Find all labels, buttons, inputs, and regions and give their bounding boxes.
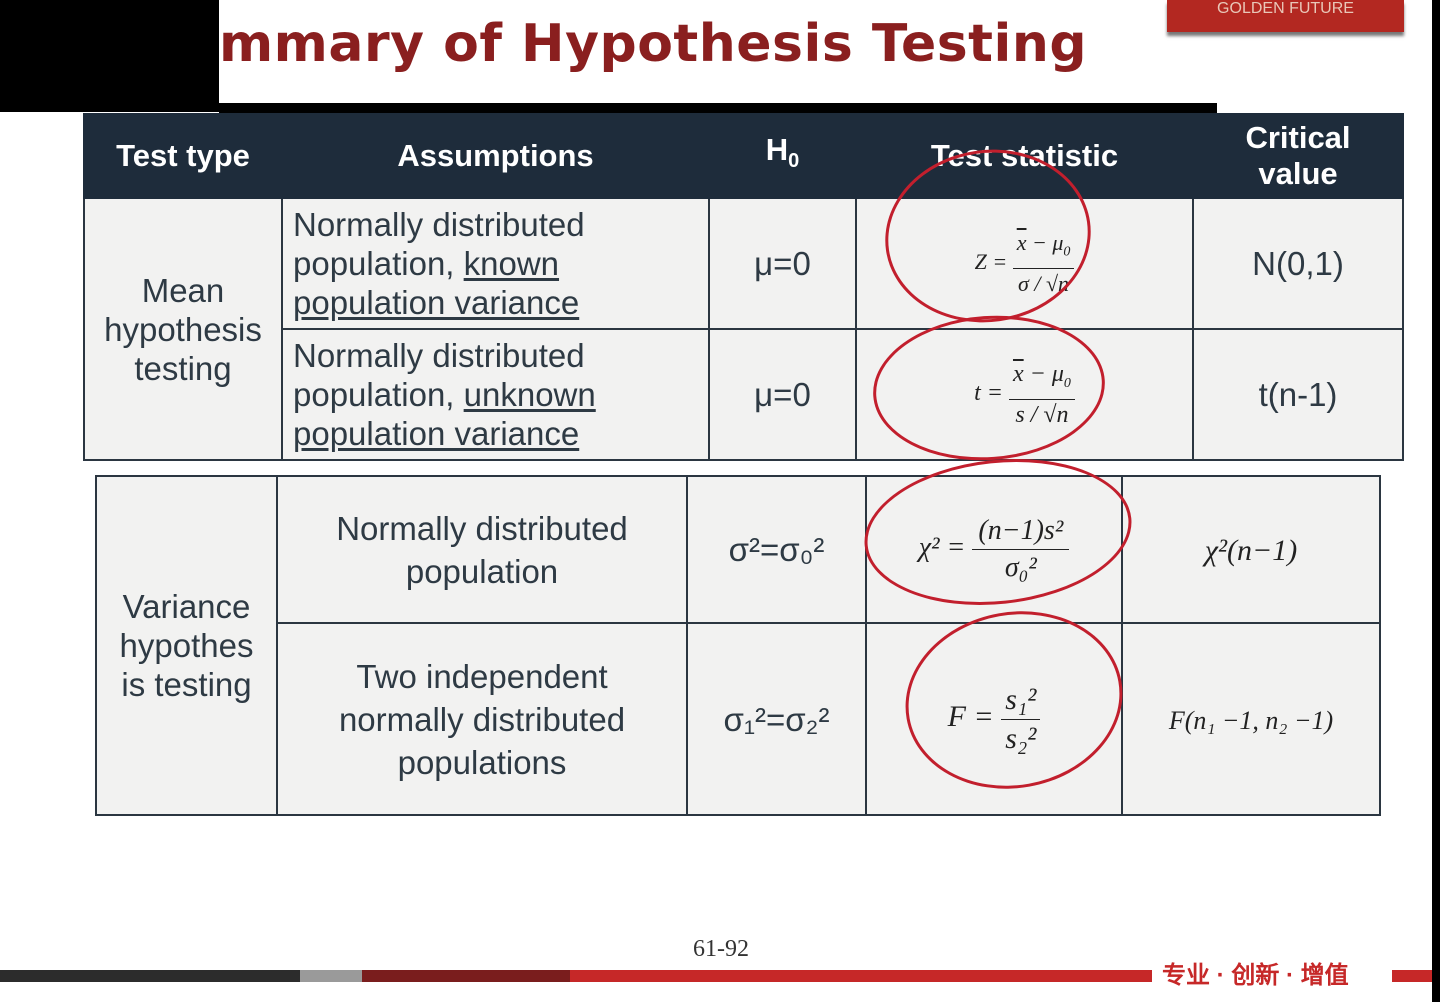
chi-numerator: (n−1)s² bbox=[972, 513, 1070, 550]
page-number: 61-92 bbox=[693, 936, 749, 962]
z-minus-mu: − μ bbox=[1026, 230, 1064, 256]
z-xbar: x bbox=[1016, 230, 1027, 256]
critical-normal: N(0,1) bbox=[1192, 197, 1404, 330]
chi-denominator: σ₀² bbox=[1004, 552, 1037, 583]
black-frame-left bbox=[0, 0, 219, 112]
z-lhs: Z = bbox=[974, 248, 1008, 274]
header-h0: H0 bbox=[708, 113, 857, 199]
assumption-unknown-variance: Normally distributed population, unknown… bbox=[281, 328, 710, 461]
footer-bar-maroon bbox=[362, 970, 570, 982]
h0-subscript: 0 bbox=[788, 150, 800, 173]
f-denominator: s₂² bbox=[1005, 721, 1037, 755]
f-statistic: F = s₁² s₂² bbox=[865, 622, 1123, 816]
assumption-known-variance: Normally distributed population, known po… bbox=[281, 197, 710, 330]
f-fraction: s₁² s₂² bbox=[1001, 681, 1041, 758]
assumption-two-populations: Two independent normally distributed pop… bbox=[276, 622, 688, 816]
table-row: Variance hypothes is testing Normally di… bbox=[95, 475, 1381, 816]
critical-line1: Critical bbox=[1245, 120, 1351, 155]
z-mu-sub: 0 bbox=[1063, 244, 1071, 260]
keyword-known: known bbox=[463, 245, 560, 282]
t-fraction: x − μ0 s / √n bbox=[1008, 359, 1075, 430]
t-statistic: t = x − μ0 s / √n bbox=[855, 328, 1194, 461]
header-critical-value: Critical value bbox=[1192, 113, 1404, 199]
f-numerator: s₁² bbox=[1001, 681, 1041, 720]
h0-variance-single: σ²=σ₀² bbox=[686, 475, 867, 624]
logo: GOLDEN FUTURE bbox=[1167, 0, 1404, 32]
critical-f: F(n₁ −1, n₂ −1) bbox=[1121, 622, 1381, 816]
assumption-one-population: Normally distributed population bbox=[276, 475, 688, 624]
chi-fraction: (n−1)s² σ₀² bbox=[972, 513, 1070, 586]
table-row: Two independent normally distributed pop… bbox=[96, 622, 1381, 816]
footer-bar-red-right bbox=[1392, 970, 1432, 982]
z-denominator: σ / √n bbox=[1018, 270, 1070, 296]
h0-variance-two: σ₁²=σ₂² bbox=[686, 622, 867, 816]
header-test-type: Test type bbox=[83, 113, 283, 199]
critical-chi-square: χ²(n−1) bbox=[1121, 475, 1381, 624]
mean-hypothesis-table: Test type Assumptions H0 Test statistic … bbox=[83, 113, 1404, 461]
footer-bar-red bbox=[570, 970, 1152, 982]
assumption-underlined: population variance bbox=[293, 415, 580, 452]
variance-testing-label: Variance hypothes is testing bbox=[95, 475, 278, 816]
f-critical-text: F(n₁ −1, n₂ −1) bbox=[1168, 706, 1334, 735]
t-xbar: x bbox=[1012, 361, 1024, 388]
table-header-row: Test type Assumptions H0 Test statistic … bbox=[83, 113, 1404, 199]
header-test-statistic: Test statistic bbox=[855, 113, 1194, 199]
critical-t: t(n-1) bbox=[1192, 328, 1404, 461]
black-strip bbox=[219, 103, 1217, 113]
assumption-text: Normally distributed population, bbox=[293, 206, 585, 282]
variance-hypothesis-table: Variance hypothes is testing Normally di… bbox=[95, 475, 1381, 816]
h0-mean-known: μ=0 bbox=[708, 197, 857, 330]
t-mu-sub: 0 bbox=[1063, 375, 1071, 391]
footer-bar-dark bbox=[0, 970, 300, 982]
chi-lhs: χ² = bbox=[918, 531, 966, 563]
keyword-unknown: unknown bbox=[463, 376, 596, 413]
black-frame-right bbox=[1432, 0, 1440, 1002]
footer-slogan: 专业 · 创新 · 增值 bbox=[1162, 962, 1349, 989]
table-row: Normally distributed population, unknown… bbox=[84, 328, 1404, 461]
footer-bar-grey bbox=[300, 970, 362, 982]
critical-line2: value bbox=[1258, 156, 1338, 191]
assumption-text: Normally distributed population, bbox=[293, 337, 585, 413]
mean-testing-label: Mean hypothesis testing bbox=[83, 197, 283, 461]
header-assumptions: Assumptions bbox=[281, 113, 710, 199]
slide-title: mmary of Hypothesis Testing bbox=[219, 14, 1088, 74]
assumption-underlined: population variance bbox=[293, 284, 580, 321]
z-fraction: x − μ0 σ / √n bbox=[1012, 228, 1075, 298]
f-lhs: F = bbox=[947, 699, 994, 733]
table-row: Mean hypothesis testing Normally distrib… bbox=[83, 197, 1404, 461]
chi-square-statistic: χ² = (n−1)s² σ₀² bbox=[865, 475, 1123, 624]
z-statistic: Z = x − μ0 σ / √n bbox=[855, 197, 1194, 330]
h0-letter: H bbox=[765, 132, 789, 168]
t-minus-mu: − μ bbox=[1023, 361, 1064, 388]
t-lhs: t = bbox=[974, 380, 1003, 406]
h0-mean-unknown: μ=0 bbox=[708, 328, 857, 461]
t-denominator: s / √n bbox=[1015, 401, 1069, 428]
chi-critical-text: χ²(n−1) bbox=[1204, 534, 1298, 567]
